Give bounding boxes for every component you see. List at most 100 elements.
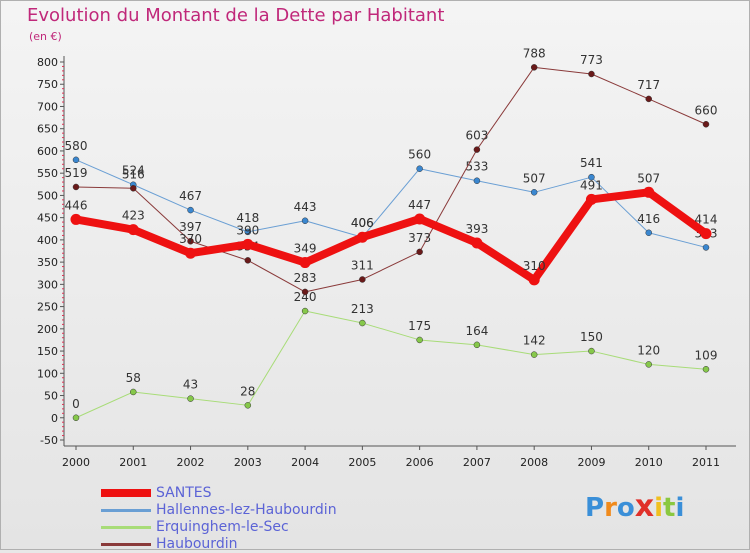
data-label: 519: [65, 166, 88, 180]
data-point: [356, 231, 368, 243]
x-tick-label: 2011: [692, 456, 720, 469]
data-label: 418: [236, 211, 259, 225]
y-tick-label: 350: [37, 256, 58, 269]
data-point: [187, 395, 194, 402]
brand-letter: i: [654, 493, 664, 523]
data-point: [414, 213, 426, 225]
data-label: 660: [695, 103, 718, 117]
data-point: [473, 146, 481, 153]
y-tick-label: 100: [37, 367, 58, 380]
x-tick-label: 2008: [520, 456, 548, 469]
x-tick-label: 2004: [291, 456, 319, 469]
data-label: 0: [72, 397, 80, 411]
data-point: [645, 361, 652, 368]
data-point: [700, 228, 712, 240]
data-point: [70, 213, 82, 225]
data-label: 541: [580, 156, 603, 170]
x-tick-label: 2002: [177, 456, 205, 469]
data-point: [359, 319, 366, 327]
x-tick-label: 2003: [234, 456, 262, 469]
data-point: [702, 244, 710, 251]
data-point: [588, 347, 595, 355]
data-label: 142: [523, 334, 546, 348]
x-tick-label: 2007: [463, 456, 491, 469]
brand-letter: x: [634, 489, 655, 524]
data-label: 150: [580, 330, 603, 344]
x-tick-label: 2006: [406, 456, 434, 469]
data-label: 788: [523, 46, 546, 60]
legend-swatch: [101, 526, 151, 529]
series-line-3: [72, 188, 710, 284]
data-label: 349: [294, 242, 317, 256]
x-tick-label: 2001: [119, 456, 147, 469]
y-tick-label: 750: [37, 78, 58, 91]
data-point: [187, 237, 194, 245]
series-line-2: [75, 66, 707, 293]
data-label: 390: [236, 223, 259, 237]
data-label: 773: [580, 53, 603, 67]
data-label: 406: [351, 216, 374, 230]
data-label: 447: [408, 198, 431, 212]
data-point: [645, 95, 652, 103]
brand-logo: Proxiti: [585, 489, 684, 524]
data-point: [530, 189, 538, 196]
data-label: 507: [523, 171, 546, 185]
data-label: 240: [294, 290, 317, 304]
brand-letter: r: [604, 493, 617, 523]
chart-unit: (en €): [29, 30, 62, 43]
data-point: [530, 64, 538, 71]
y-tick-label: 700: [37, 100, 58, 113]
data-point: [643, 186, 655, 198]
data-point: [301, 307, 309, 315]
y-tick-label: -50: [40, 434, 58, 447]
data-point: [588, 173, 595, 181]
data-point: [301, 217, 309, 225]
y-tick-label: 250: [37, 301, 58, 314]
data-label: 109: [695, 348, 718, 362]
data-label: 414: [695, 213, 718, 227]
data-label: 416: [637, 212, 660, 226]
x-tick-label: 2000: [62, 456, 90, 469]
y-tick-label: 400: [37, 234, 58, 247]
series-line-0: [75, 159, 707, 248]
data-point: [530, 351, 538, 358]
legend-label: SANTES: [156, 485, 212, 501]
data-label: 717: [637, 78, 660, 92]
data-point: [473, 177, 481, 184]
x-tick-label: 2010: [635, 456, 663, 469]
data-point: [127, 224, 139, 236]
x-tick-label: 2005: [348, 456, 376, 469]
data-point: [416, 248, 423, 256]
data-label: 310: [523, 259, 546, 273]
series-line-1: [75, 310, 707, 419]
data-point: [242, 238, 254, 250]
y-tick-label: 650: [37, 123, 58, 136]
legend-label: Erquinghem-le-Sec: [156, 519, 289, 535]
data-point: [585, 193, 597, 205]
data-label: 446: [65, 198, 88, 212]
chart-title: Evolution du Montant de la Dette par Hab…: [27, 5, 445, 26]
brand-letter: t: [663, 493, 676, 523]
x-tick-label: 2009: [577, 456, 605, 469]
data-label: 28: [240, 384, 255, 398]
data-point: [471, 237, 483, 249]
data-point: [244, 402, 252, 409]
data-label: 580: [65, 139, 88, 153]
y-tick-label: 600: [37, 145, 58, 158]
data-label: 406: [351, 216, 374, 230]
data-point: [416, 336, 423, 344]
y-tick-label: 200: [37, 323, 58, 336]
data-point: [187, 206, 194, 214]
data-point: [645, 229, 652, 237]
data-point: [72, 414, 80, 422]
data-label: 164: [465, 324, 488, 338]
data-label: 533: [465, 160, 488, 174]
data-label: 58: [126, 371, 141, 385]
legend-swatch: [101, 543, 151, 546]
data-label: 516: [122, 167, 145, 181]
data-point: [244, 228, 252, 236]
data-label: 507: [637, 171, 660, 185]
data-point: [244, 257, 252, 264]
